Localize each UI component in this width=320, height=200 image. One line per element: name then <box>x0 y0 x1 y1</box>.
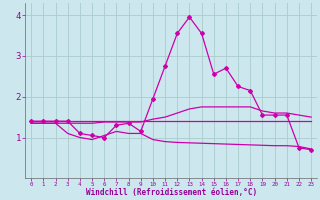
X-axis label: Windchill (Refroidissement éolien,°C): Windchill (Refroidissement éolien,°C) <box>86 188 257 197</box>
